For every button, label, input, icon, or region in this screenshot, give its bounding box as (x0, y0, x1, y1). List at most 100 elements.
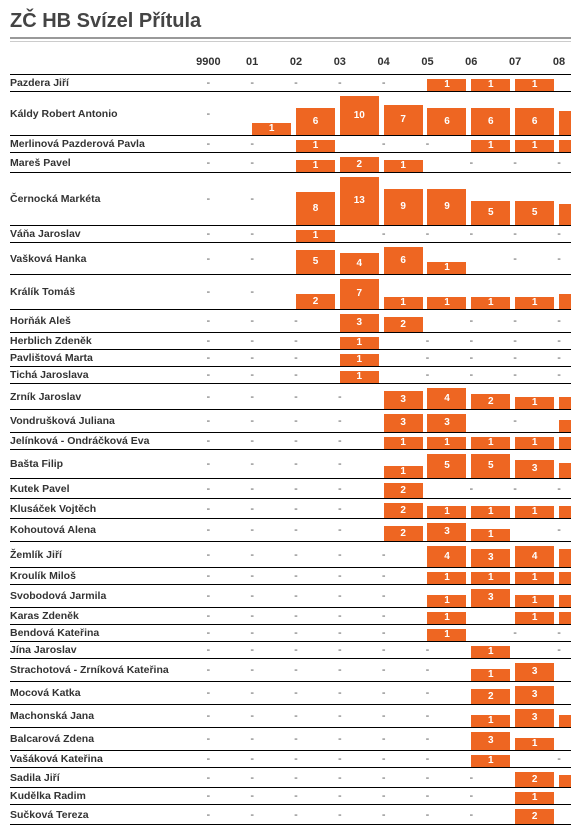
value-cell: 1 (406, 243, 450, 275)
person-name: Jelínková - Ondráčková Eva (10, 433, 186, 450)
empty-marker: - (537, 313, 571, 329)
value-cell: - (186, 310, 230, 333)
value-cell: - (274, 751, 318, 768)
empty-marker: - (493, 333, 537, 349)
year-header: 02 (274, 54, 318, 75)
value-cell: - (230, 568, 274, 585)
empty-marker: - (318, 807, 362, 823)
value-bar: 2 (559, 294, 571, 309)
value-cell: - (230, 805, 274, 825)
value-cell: 1 (274, 136, 318, 153)
value-cell: 5 (449, 450, 493, 479)
empty-marker: - (274, 731, 318, 747)
value-cell: 5 (537, 92, 571, 136)
empty-marker: - (274, 708, 318, 724)
value-cell: 1 (449, 275, 493, 310)
person-name: Vašáková Kateřina (10, 751, 186, 768)
value-cell: - (449, 788, 493, 805)
person-name: Kohoutová Alena (10, 519, 186, 542)
value-cell: 1 (449, 705, 493, 728)
value-cell: 1 (449, 659, 493, 682)
value-cell: - (230, 310, 274, 333)
person-name: Sučková Tereza (10, 805, 186, 825)
value-cell: - (274, 768, 318, 788)
value-cell: 1 (537, 433, 571, 450)
value-cell: - (406, 751, 450, 768)
value-cell: - (186, 153, 230, 173)
value-cell: 1 (537, 768, 571, 788)
value-cell (406, 153, 450, 173)
value-cell: - (230, 226, 274, 243)
value-cell: 1 (318, 367, 362, 384)
value-cell (449, 608, 493, 625)
empty-marker: - (274, 807, 318, 823)
empty-marker: - (362, 568, 406, 584)
value-bar: 3 (559, 549, 571, 567)
empty-marker: - (186, 155, 230, 171)
value-bar: 1 (559, 140, 571, 152)
value-cell: - (230, 585, 274, 608)
empty-marker: - (449, 367, 493, 383)
empty-marker: - (318, 708, 362, 724)
person-name: Bendová Kateřina (10, 625, 186, 642)
title-rule (10, 37, 571, 39)
value-cell: - (186, 519, 230, 542)
person-name: Zrník Jaroslav (10, 384, 186, 410)
value-cell: 1 (449, 75, 493, 92)
empty-marker: - (274, 501, 318, 517)
value-cell: 2 (274, 275, 318, 310)
empty-marker: - (318, 588, 362, 604)
empty-marker: - (318, 413, 362, 429)
empty-marker: - (230, 433, 274, 449)
empty-marker: - (186, 413, 230, 429)
person-name: Kroulík Miloš (10, 568, 186, 585)
table-row: Kudělka Radim-------1 (10, 788, 571, 805)
empty-marker: - (318, 481, 362, 497)
empty-marker: - (449, 770, 493, 786)
value-cell: - (493, 310, 537, 333)
value-cell: - (186, 75, 230, 92)
empty-marker: - (230, 284, 274, 300)
value-cell: - (274, 384, 318, 410)
value-cell: - (186, 275, 230, 310)
value-cell: - (230, 788, 274, 805)
value-bar: 1 (559, 572, 571, 584)
person-name: Klusáček Vojtěch (10, 499, 186, 519)
value-cell: - (230, 384, 274, 410)
empty-marker: - (230, 313, 274, 329)
value-cell: - (537, 479, 571, 499)
value-cell: - (318, 642, 362, 659)
value-cell: - (274, 410, 318, 433)
empty-marker: - (362, 547, 406, 563)
empty-marker: - (186, 788, 230, 804)
value-cell: - (186, 625, 230, 642)
value-cell: - (362, 788, 406, 805)
value-cell: - (318, 788, 362, 805)
value-cell: - (406, 642, 450, 659)
table-row: Svobodová Jarmila-----1311 (10, 585, 571, 608)
value-cell: - (230, 768, 274, 788)
value-cell: 5 (274, 243, 318, 275)
value-cell (493, 751, 537, 768)
person-name: Mocová Katka (10, 682, 186, 705)
table-row: Sadila Jiří-------21 (10, 768, 571, 788)
value-cell: - (186, 705, 230, 728)
value-cell: 1 (449, 642, 493, 659)
empty-marker: - (186, 568, 230, 584)
value-cell: 1 (362, 450, 406, 479)
value-cell: - (186, 568, 230, 585)
value-cell: - (362, 751, 406, 768)
value-cell: - (406, 805, 450, 825)
empty-marker: - (186, 588, 230, 604)
value-bar: 1 (559, 612, 571, 624)
empty-marker: - (230, 685, 274, 701)
value-cell: 3 (406, 519, 450, 542)
value-cell: - (318, 768, 362, 788)
empty-marker: - (362, 136, 406, 152)
value-cell: - (186, 788, 230, 805)
value-cell: - (449, 350, 493, 367)
value-cell: - (274, 542, 318, 568)
person-name: Kutek Pavel (10, 479, 186, 499)
value-cell: 9 (362, 173, 406, 226)
value-cell: - (537, 642, 571, 659)
